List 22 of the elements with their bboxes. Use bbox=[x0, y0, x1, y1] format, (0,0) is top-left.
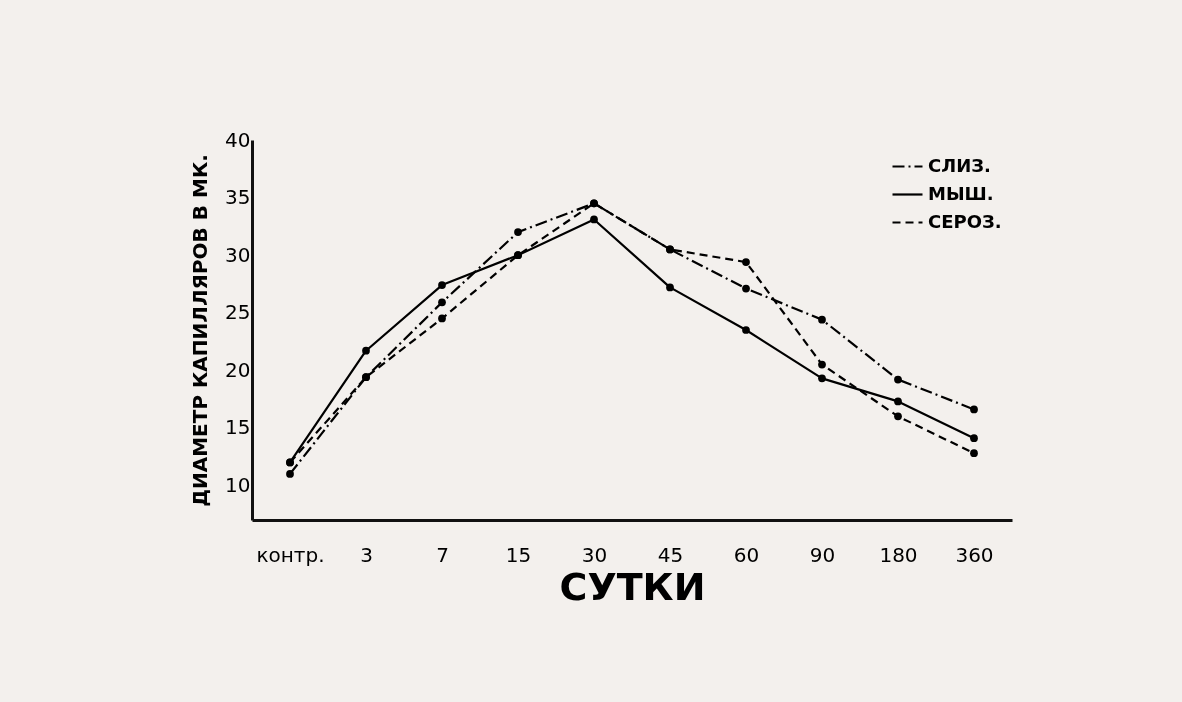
y-axis-title: ДИАМЕТР КАПИЛЛЯРОВ В МК. bbox=[188, 154, 213, 507]
x-tick-label: 3 bbox=[360, 542, 373, 567]
x-axis-title: СУТКИ bbox=[559, 564, 706, 609]
x-tick-label: 60 bbox=[733, 542, 760, 567]
x-tick-label: 360 bbox=[955, 542, 994, 567]
x-tick-label: 15 bbox=[505, 542, 532, 567]
y-tick-label: 10 bbox=[225, 472, 251, 497]
y-tick-label: 20 bbox=[225, 357, 251, 382]
y-tick-label: 35 bbox=[225, 185, 251, 210]
y-tick-label: 40 bbox=[225, 127, 251, 152]
legend-label: СЛИЗ. bbox=[928, 154, 991, 176]
x-tick-label: контр. bbox=[256, 542, 325, 567]
legend-label: МЫШ. bbox=[928, 182, 994, 204]
y-tick-label: 15 bbox=[225, 415, 251, 440]
x-tick-label: 30 bbox=[581, 542, 608, 567]
x-tick-label: 180 bbox=[879, 542, 918, 567]
x-tick-label: 90 bbox=[809, 542, 836, 567]
y-tick-label: 25 bbox=[225, 300, 251, 325]
y-tick-label: 30 bbox=[225, 242, 251, 267]
x-tick-label: 7 bbox=[436, 542, 449, 567]
legend-label: СЕРОЗ. bbox=[928, 210, 1002, 232]
x-tick-label: 45 bbox=[657, 542, 684, 567]
